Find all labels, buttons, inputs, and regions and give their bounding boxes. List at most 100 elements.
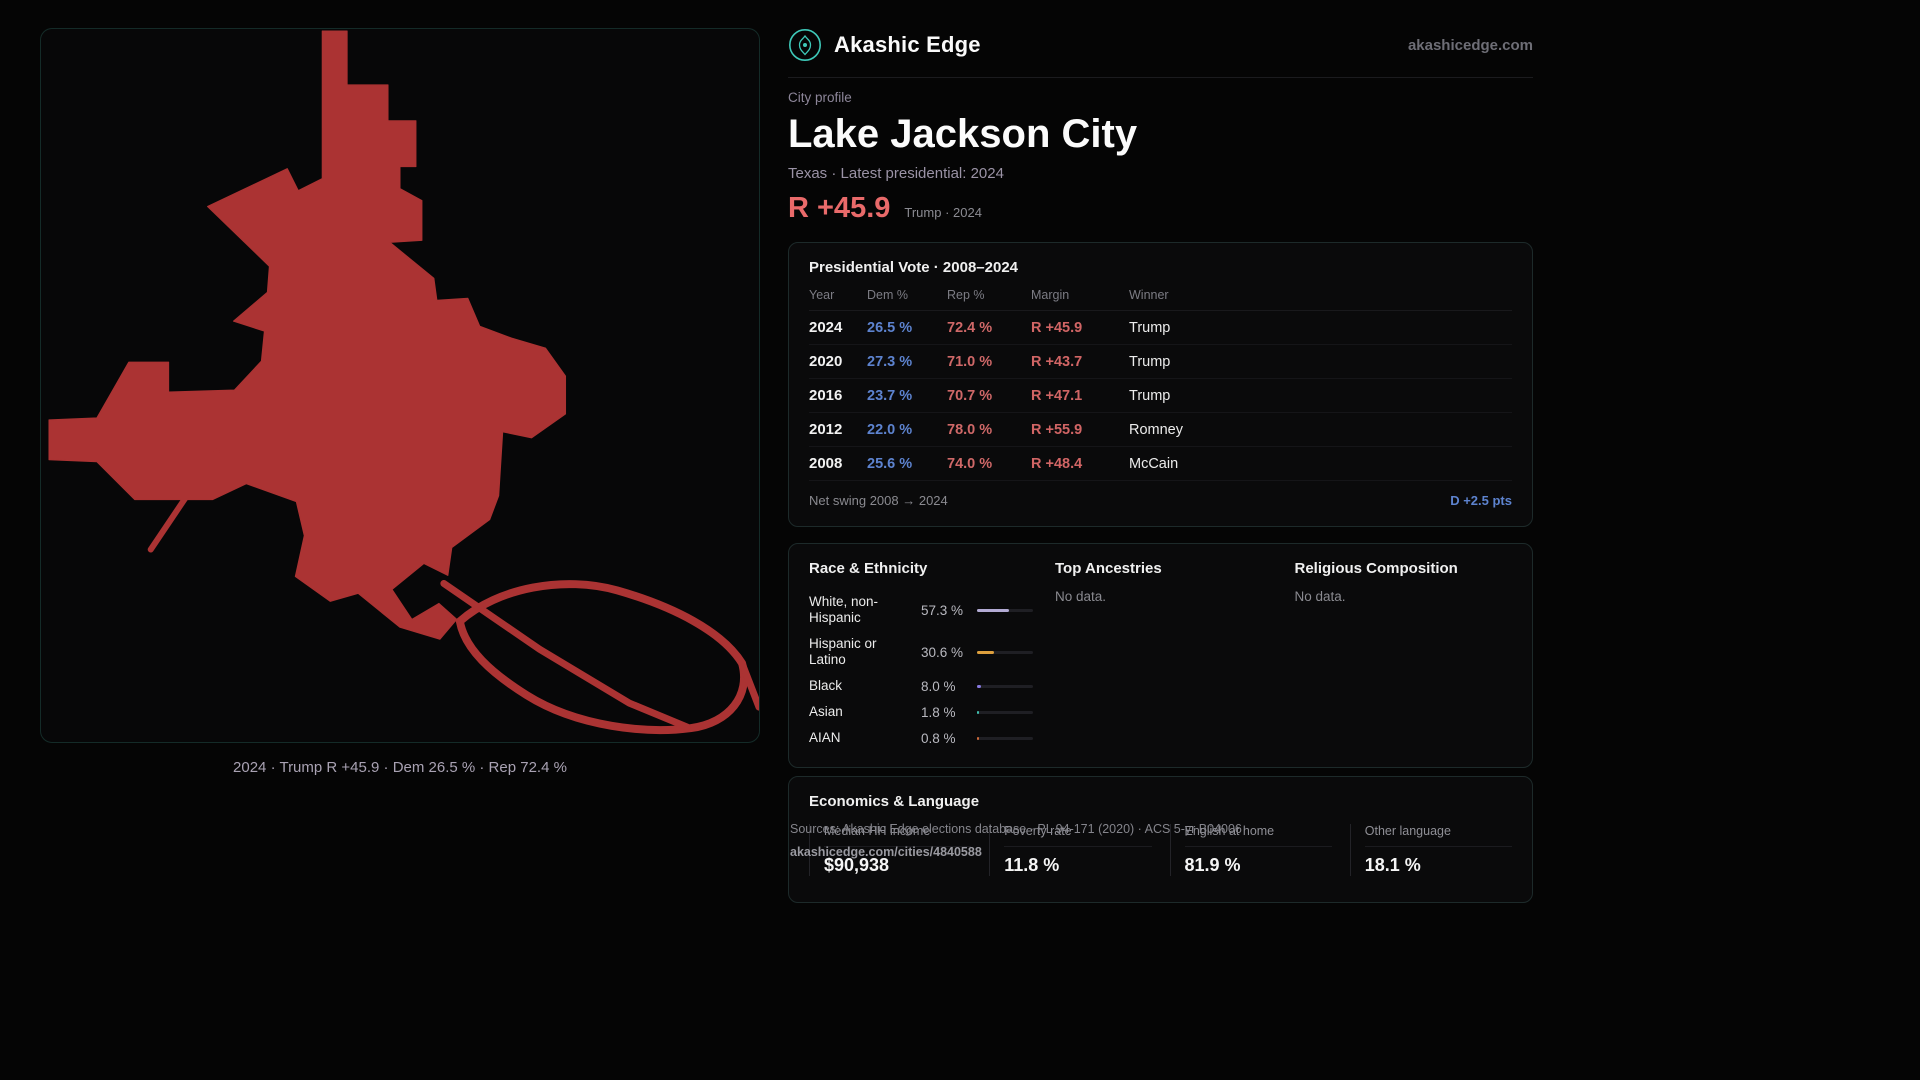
brand-name: Akashic Edge [834,32,981,57]
race-label: Hispanic or Latino [809,636,877,667]
page-subtitle: Texas · Latest presidential: 2024 [788,165,1004,182]
econ-stat-label: Median HH income [824,824,972,847]
vote-column-header: Margin [1031,284,1129,311]
race-label: White, non-Hispanic [809,594,879,625]
religion-section: Religious Composition No data. [1295,560,1513,751]
econ-stat-label: English at home [1184,824,1332,847]
page: 2024 · Trump R +45.9 · Dem 26.5 % · Rep … [40,28,1533,903]
religion-section-title: Religious Composition [1294,560,1458,577]
race-section: Race & Ethnicity White, non-Hispanic 57.3… [809,560,1033,751]
race-row: White, non-Hispanic 57.3 % [809,589,1033,631]
vote-cell-rep: 78.0 % [947,412,1031,447]
economics-card: Economics & Language Median HH income $90… [788,776,1533,903]
econ-stat-value: 81.9 % [1184,855,1241,875]
vote-table: Year Dem % Rep % Margin Winner 2024 26.5 % 72.… [809,284,1512,481]
net-swing-value: D +2.5 pts [1450,493,1512,508]
econ-stat-value: $90,938 [824,855,890,875]
race-rows: White, non-Hispanic 57.3 % Hispanic or Lat… [809,589,1033,751]
econ-stat: Median HH income $90,938 [809,824,972,876]
vote-cell-rep: 71.0 % [947,344,1031,379]
econ-stat: English at home 81.9 % [1169,824,1332,876]
race-bar-fill [977,650,995,654]
vote-cell-dem: 23.7 % [867,378,947,413]
race-bar [977,710,1033,714]
vote-cell-margin: R +47.1 [1031,378,1129,413]
econ-stat-value: 18.1 % [1364,855,1421,875]
vote-column-header: Rep % [947,284,1031,311]
race-bar-fill [977,608,1010,612]
brand: Akashic Edge [788,28,981,62]
headline-note: Trump · 2024 [904,205,982,220]
vote-table-header-row: Year Dem % Rep % Margin Winner [809,284,1512,311]
vote-cell-winner: McCain [1129,446,1512,481]
eyebrow-label: City profile [788,90,852,105]
race-bar [977,608,1033,612]
city-shape-strip [440,579,759,731]
map-column: 2024 · Trump R +45.9 · Dem 26.5 % · Rep … [40,28,760,903]
vote-cell-winner: Trump [1129,310,1512,345]
race-bar-fill [977,710,979,714]
econ-stat: Other language 18.1 % [1349,824,1512,876]
vote-cell-rep: 70.7 % [947,378,1031,413]
app-header: Akashic Edge akashicedge.com [788,28,1533,78]
page-title: Lake Jackson City [788,112,1138,156]
race-label: AIAN [809,730,841,745]
profile-column: Akashic Edge akashicedge.com City profil… [788,28,1533,903]
city-map-panel [40,28,760,743]
permalink: akashicedge.com/cities/4840588 [790,845,982,859]
race-bar [977,650,1033,654]
vote-cell-margin: R +55.9 [1031,412,1129,447]
vote-cell-winner: Trump [1129,344,1512,379]
race-section-title: Race & Ethnicity [809,560,928,577]
race-row: Black 8.0 % [809,673,1033,699]
race-row: AIAN 0.8 % [809,725,1033,751]
race-value: 0.8 % [921,730,956,746]
econ-stat-value: 11.8 % [1004,855,1060,875]
race-value: 1.8 % [921,704,956,720]
headline: R +45.9 Trump · 2024 [788,192,1533,226]
vote-table-row: 2024 26.5 % 72.4 % R +45.9 Trump [809,310,1512,345]
vote-cell-rep: 72.4 % [947,310,1031,345]
vote-cell-dem: 25.6 % [867,446,947,481]
race-bar [977,684,1033,688]
demographics-card: Race & Ethnicity White, non-Hispanic 57.3… [788,543,1533,768]
vote-cell-dem: 22.0 % [867,412,947,447]
sources-footer: Sources: Akashic Edge elections database… [790,818,1242,864]
vote-column-header: Dem % [867,284,947,311]
vote-cell-year: 2008 [809,446,867,481]
vote-cell-year: 2016 [809,378,867,413]
net-swing-label: Net swing 2008 → 2024 [809,493,948,508]
race-bar [977,736,1033,740]
brand-logo-icon [789,29,821,61]
vote-card: Presidential Vote · 2008–2024 Year Dem % R… [788,242,1533,527]
race-value: 8.0 % [921,678,956,694]
econ-stats: Median HH income $90,938 Poverty rate 11.8 … [809,824,1512,890]
vote-cell-winner: Trump [1129,378,1512,413]
vote-card-title: Presidential Vote · 2008–2024 [809,259,1019,276]
sources-line: Sources: Akashic Edge elections database… [790,822,1242,836]
vote-cell-year: 2024 [809,310,867,345]
race-value: 57.3 % [921,602,964,618]
vote-table-row: 2008 25.6 % 74.0 % R +48.4 McCain [809,446,1512,481]
vote-cell-dem: 26.5 % [867,310,947,345]
vote-cell-margin: R +45.9 [1031,310,1129,345]
vote-cell-year: 2012 [809,412,867,447]
headline-margin: R +45.9 [788,192,891,224]
race-label: Black [809,678,843,693]
religion-empty-state: No data. [1294,589,1346,604]
map-caption: 2024 · Trump R +45.9 · Dem 26.5 % · Rep … [233,759,567,776]
vote-cell-year: 2020 [809,344,867,379]
vote-cell-rep: 74.0 % [947,446,1031,481]
vote-cell-dem: 27.3 % [867,344,947,379]
vote-column-header: Year [809,284,867,311]
city-shape-spur [147,448,220,553]
econ-stat: Poverty rate 11.8 % [989,824,1152,876]
economics-card-title: Economics & Language [809,793,980,810]
vote-cell-winner: Romney [1129,412,1512,447]
race-row: Asian 1.8 % [809,699,1033,725]
site-domain: akashicedge.com [1407,36,1533,54]
vote-table-row: 2016 23.7 % 70.7 % R +47.1 Trump [809,378,1512,413]
race-label: Asian [809,704,843,719]
city-shape-main [48,30,567,640]
ancestries-section: Top Ancestries No data. [1055,560,1273,751]
